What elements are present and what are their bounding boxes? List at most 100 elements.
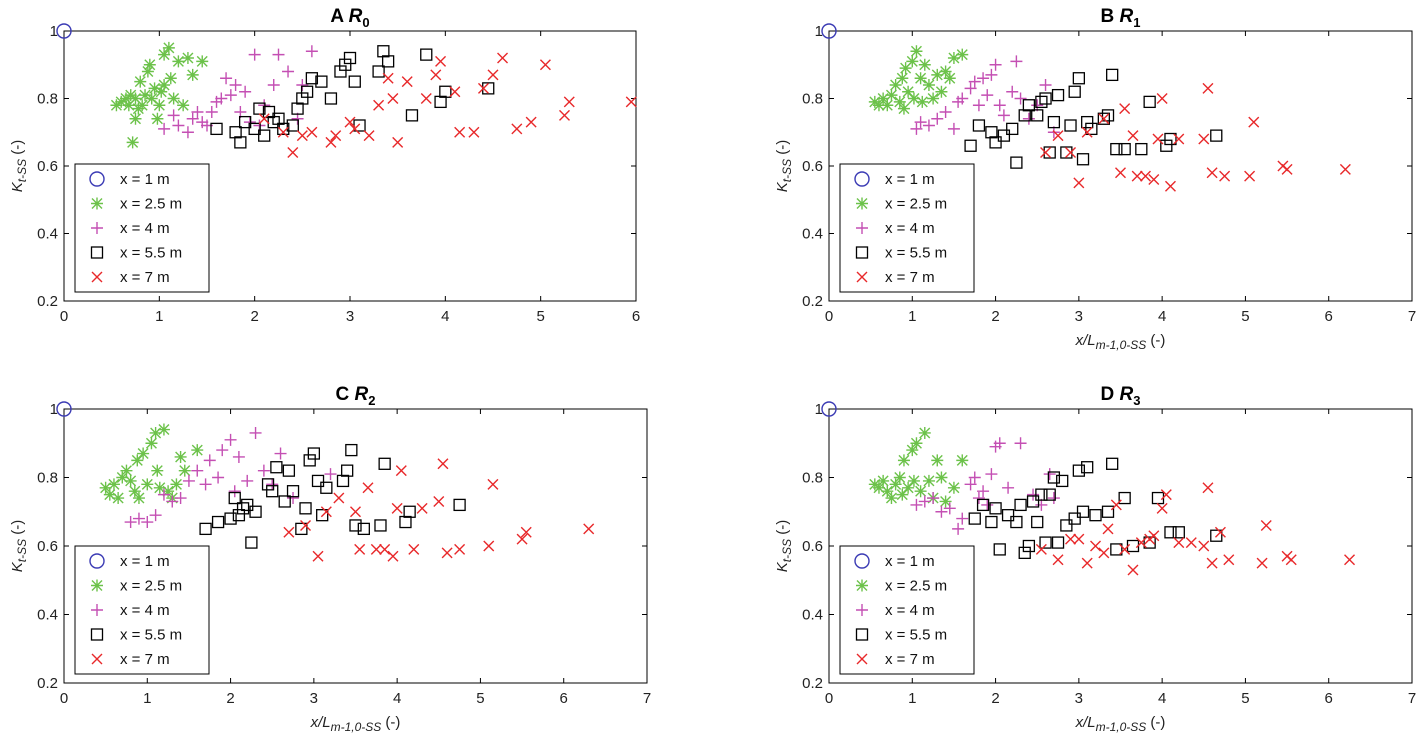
data-point [282,65,295,78]
data-point [182,474,195,487]
y-axis-label-main: K [9,181,26,192]
data-point [257,464,270,477]
data-point [1014,498,1027,512]
data-point [1127,564,1139,576]
legend: x = 1 m x = 2.5 m x = 4 m x = 5.5 m x = 7 m [839,545,975,675]
data-point [212,471,225,484]
y-tick-label: 0.4 [802,226,823,243]
data-point [1102,523,1114,535]
x-tick-label: 7 [643,690,651,707]
y-tick-label: 0.8 [802,91,823,108]
data-point [177,99,190,112]
data-point [1014,437,1027,450]
data-point [274,447,287,460]
data-point [1010,515,1023,529]
data-point [511,123,523,135]
data-point [1073,177,1085,189]
data-point [186,68,199,81]
y-axis-label: Kt-SS (-) [9,140,29,193]
data-point [181,52,194,64]
data-point [391,502,403,514]
panel-subscript: 3 [1133,393,1140,408]
data-point [56,23,72,39]
data-point [128,485,141,498]
data-point [947,122,960,135]
data-point [374,519,387,532]
y-axis-label-unit: (-) [774,520,791,539]
legend-label: x = 1 m [120,553,170,570]
legend-marker [90,628,104,641]
legend-label: x = 5.5 m [885,627,947,644]
data-point [1060,519,1073,532]
data-point [151,112,164,125]
data-point [896,72,909,85]
data-point [155,85,168,98]
data-point [910,45,923,58]
data-point [99,481,112,494]
data-point [131,454,144,467]
x-tick-label: 5 [476,690,484,707]
legend-label: x = 5.5 m [885,245,947,262]
legend-label: x = 1 m [885,171,935,188]
legend-marker [856,222,868,234]
series-plus [124,426,337,529]
y-axis-label-sub: t-SS [15,539,29,562]
data-point [149,426,162,439]
y-axis-label-main: K [9,561,26,572]
data-point [291,102,304,115]
series-x [258,52,637,158]
data-point [922,474,935,487]
data-point [918,58,931,71]
x-tick-label: 0 [825,308,833,325]
legend-marker [856,197,868,210]
data-point [939,65,952,78]
data-point [1098,547,1110,559]
panel-letter: A [330,6,348,27]
data-point [1152,133,1164,145]
legend-label: x = 7 m [120,269,170,286]
data-point [239,85,252,98]
data-point [1164,526,1177,539]
x-axis-label: x/Lm-1,0-SS (-) [1075,714,1166,734]
data-point [330,130,342,142]
data-point [885,492,898,505]
x-tick-label: 5 [1241,308,1249,325]
data-point [1035,543,1047,555]
data-point [191,444,204,457]
data-point [910,122,923,135]
data-point [520,526,532,538]
data-point [149,509,162,522]
data-point [1052,130,1064,142]
legend-marker [856,653,868,665]
data-point [989,58,1002,71]
data-point [989,502,1002,515]
legend-marker [91,197,103,210]
y-tick-label: 0.8 [37,470,58,487]
data-point [1135,537,1147,549]
panel-subscript: 0 [362,15,369,30]
data-point [286,485,300,498]
data-point [300,85,314,98]
data-point [1119,103,1131,115]
x-tick-label: 2 [250,308,258,325]
data-point [914,116,927,129]
data-point [947,481,960,494]
data-point [927,92,940,105]
data-point [977,485,990,498]
data-point [248,122,261,136]
data-point [1043,488,1056,501]
data-point [1031,109,1044,122]
data-point [381,55,395,68]
data-point [186,112,199,125]
data-point [278,495,291,508]
data-point [1035,498,1048,511]
data-point [124,474,137,487]
data-point [1068,512,1081,525]
data-point [1065,533,1077,545]
x-tick-label: 4 [393,690,401,707]
data-point [324,468,337,481]
data-point [985,468,998,481]
data-point [341,464,354,477]
data-point [1026,495,1040,508]
data-point [964,478,977,491]
